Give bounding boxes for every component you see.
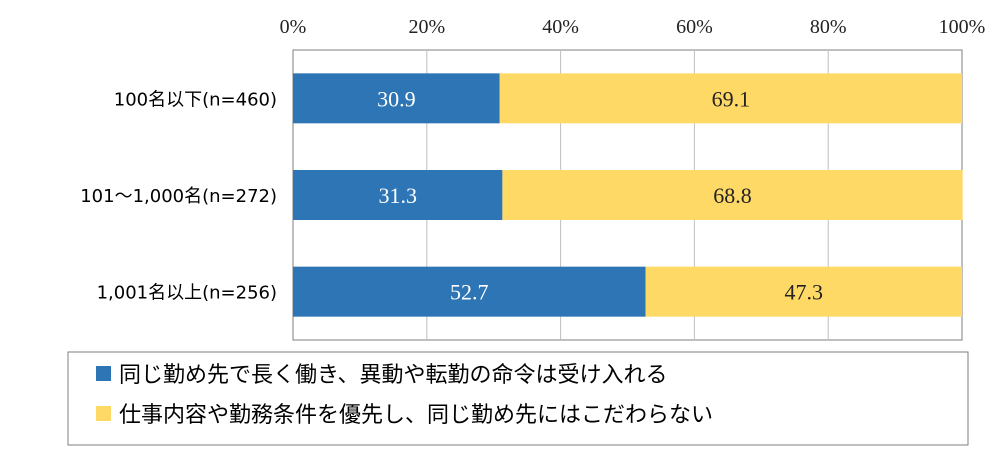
x-tick-label: 0% <box>280 16 307 38</box>
data-label: 47.3 <box>785 280 824 305</box>
bar-segment-series-1 <box>293 170 503 220</box>
x-tick-label: 20% <box>408 16 445 38</box>
legend-swatch-series-1 <box>96 366 111 381</box>
legend-label-series-2: 仕事内容や勤務条件を優先し、同じ勤め先にはこだわらない <box>119 403 713 428</box>
legend-frame <box>67 351 969 446</box>
x-axis-ticks: 0% 20% 40% 60% 80% 100% <box>280 16 986 38</box>
x-tick-label: 60% <box>676 16 713 38</box>
category-label: 100名以下(n=460) <box>114 89 277 110</box>
data-label: 31.3 <box>378 183 417 208</box>
category-label: 101～1,000名(n=272) <box>80 186 277 207</box>
category-label: 1,001名以上(n=256) <box>97 283 277 304</box>
bar-segment-series-2 <box>502 170 963 220</box>
bar-segment-series-2 <box>645 266 962 317</box>
bars: 30.9 69.1 31.3 68.8 52.7 47.3 <box>293 73 963 317</box>
data-label: 30.9 <box>377 86 416 111</box>
bar-segment-series-1 <box>293 266 646 317</box>
x-tick-label: 100% <box>939 16 986 38</box>
data-label: 69.1 <box>712 86 751 111</box>
x-tick-label: 80% <box>810 16 847 38</box>
legend-label-series-1: 同じ勤め先で長く働き、異動や転勤の命令は受け入れる <box>119 363 667 388</box>
data-label: 52.7 <box>450 280 489 305</box>
x-tick-label: 40% <box>542 16 579 38</box>
legend-swatch-series-2 <box>96 406 111 421</box>
data-label: 68.8 <box>713 183 752 208</box>
category-labels: 100名以下(n=460) 101～1,000名(n=272) 1,001名以上(n… <box>80 89 277 303</box>
bar-segment-series-2 <box>499 73 962 124</box>
bar-segment-series-1 <box>293 73 500 124</box>
legend: 同じ勤め先で長く働き、異動や転勤の命令は受け入れる 仕事内容や勤務条件を優先し、… <box>67 351 969 446</box>
